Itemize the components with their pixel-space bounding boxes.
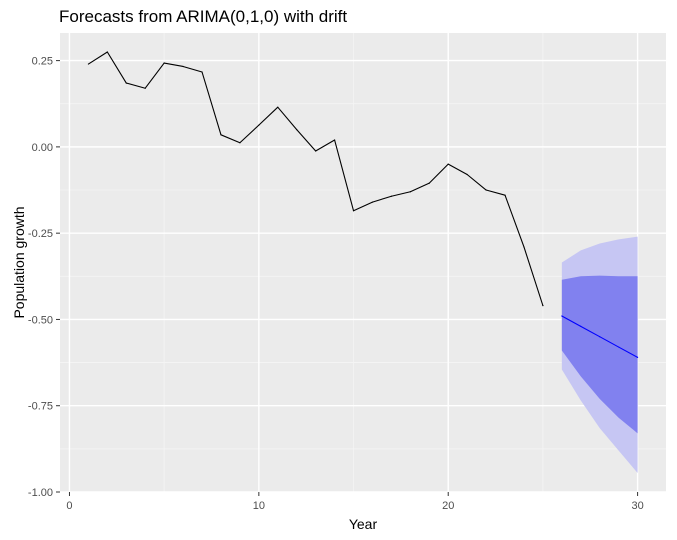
observed-point bbox=[523, 246, 525, 248]
observed-point bbox=[144, 87, 146, 89]
observed-point bbox=[315, 150, 317, 152]
x-axis-label: Year bbox=[349, 516, 378, 532]
interval-band bbox=[561, 275, 638, 434]
y-axis-label: Population growth bbox=[11, 206, 27, 318]
observed-point bbox=[277, 106, 279, 108]
axis-ticks bbox=[56, 60, 639, 496]
y-tick-label: -1.00 bbox=[28, 487, 53, 499]
observed-point bbox=[106, 51, 108, 53]
x-tick-label: 0 bbox=[66, 500, 72, 512]
observed-point bbox=[447, 163, 449, 165]
observed-point bbox=[163, 62, 165, 64]
observed-point bbox=[466, 173, 468, 176]
observed-point bbox=[87, 63, 90, 65]
observed-point bbox=[220, 134, 222, 136]
observed-point bbox=[125, 82, 127, 84]
y-tick-label: 0.00 bbox=[32, 142, 53, 154]
observed-point bbox=[352, 210, 355, 212]
x-tick-label: 20 bbox=[442, 500, 454, 512]
observed-point bbox=[239, 142, 241, 144]
y-tick-label: -0.50 bbox=[28, 314, 53, 326]
observed-point bbox=[485, 189, 487, 191]
observed-point bbox=[182, 65, 184, 68]
observed-point bbox=[333, 139, 336, 141]
observed-point bbox=[409, 191, 411, 193]
x-tick-label: 30 bbox=[631, 500, 643, 512]
x-tick-label: 10 bbox=[253, 500, 265, 512]
forecast-point bbox=[599, 336, 601, 338]
y-tick-label: 0.25 bbox=[32, 56, 53, 68]
x-axis-tick-labels: 0 10 20 30 bbox=[66, 500, 643, 512]
y-tick-label: -0.25 bbox=[28, 228, 53, 240]
forecast-point bbox=[618, 346, 620, 348]
observed-point bbox=[258, 124, 260, 126]
major-gridlines bbox=[60, 33, 666, 493]
forecast-point bbox=[561, 315, 563, 317]
series-lines bbox=[87, 51, 639, 359]
y-tick-label: -0.75 bbox=[28, 401, 53, 413]
observed-point bbox=[542, 305, 544, 307]
forecast-point bbox=[580, 325, 582, 327]
observed-point bbox=[296, 129, 298, 131]
prediction-interval-bands bbox=[561, 236, 638, 474]
chart-title: Forecasts from ARIMA(0,1,0) with drift bbox=[59, 7, 347, 26]
observed-point bbox=[371, 201, 374, 203]
observed-point bbox=[504, 194, 506, 196]
observed-point bbox=[390, 195, 393, 197]
observed-point bbox=[428, 182, 430, 184]
y-axis-tick-labels: 0.25 0.00 -0.25 -0.50 -0.75 -1.00 bbox=[28, 56, 53, 499]
forecast-point bbox=[636, 356, 639, 359]
observed-point bbox=[201, 71, 203, 73]
